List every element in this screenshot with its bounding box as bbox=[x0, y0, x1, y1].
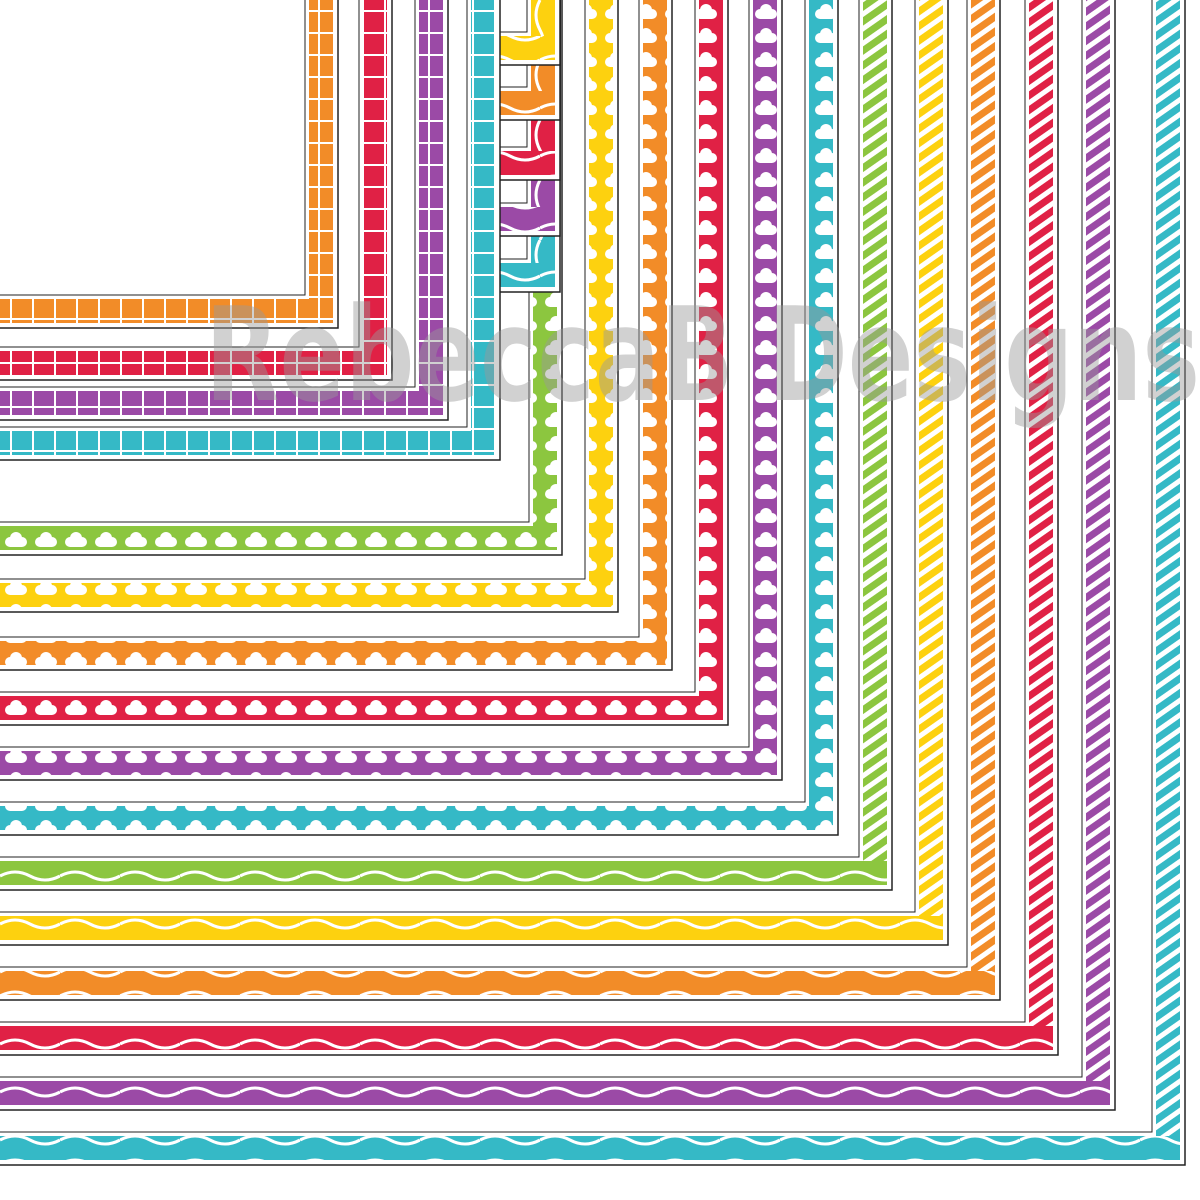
frames bbox=[0, 0, 1186, 1166]
frame-pattern bbox=[809, 0, 833, 806]
frame-pattern bbox=[0, 1136, 1180, 1160]
frame-pattern bbox=[0, 861, 887, 885]
frame-pattern bbox=[363, 0, 387, 351]
frame-pattern bbox=[589, 0, 613, 583]
frame-pattern bbox=[643, 0, 667, 641]
frame-pattern bbox=[0, 641, 667, 665]
frame-pattern bbox=[1156, 0, 1180, 1136]
frame-pattern bbox=[0, 431, 495, 455]
frame-pattern bbox=[0, 391, 443, 415]
frame-pattern bbox=[0, 351, 387, 375]
frame-pattern bbox=[699, 0, 723, 696]
frame-pattern bbox=[0, 526, 557, 550]
frame-pattern bbox=[531, 0, 555, 36]
frame-pattern bbox=[471, 0, 495, 431]
frame-pattern bbox=[0, 696, 723, 720]
frame-pattern bbox=[863, 0, 887, 861]
frame-pattern bbox=[419, 0, 443, 391]
frame-pattern bbox=[309, 0, 333, 299]
watermark: RebeccaB Designs bbox=[205, 279, 1200, 431]
frame-pattern bbox=[0, 1081, 1110, 1105]
frame-pattern bbox=[0, 299, 333, 323]
frame-pattern bbox=[0, 971, 995, 995]
frame-pattern bbox=[753, 0, 777, 751]
frame-pattern bbox=[1086, 0, 1110, 1081]
frame-pattern bbox=[1029, 0, 1053, 1026]
frame-pattern bbox=[0, 1026, 1053, 1050]
frame-pattern bbox=[0, 916, 943, 940]
frame-pattern bbox=[0, 806, 833, 830]
frame-pattern bbox=[971, 0, 995, 971]
frame-pattern bbox=[0, 751, 777, 775]
frame-pattern bbox=[0, 583, 613, 607]
frame-inner bbox=[0, 0, 306, 296]
frame-pattern bbox=[919, 0, 943, 916]
